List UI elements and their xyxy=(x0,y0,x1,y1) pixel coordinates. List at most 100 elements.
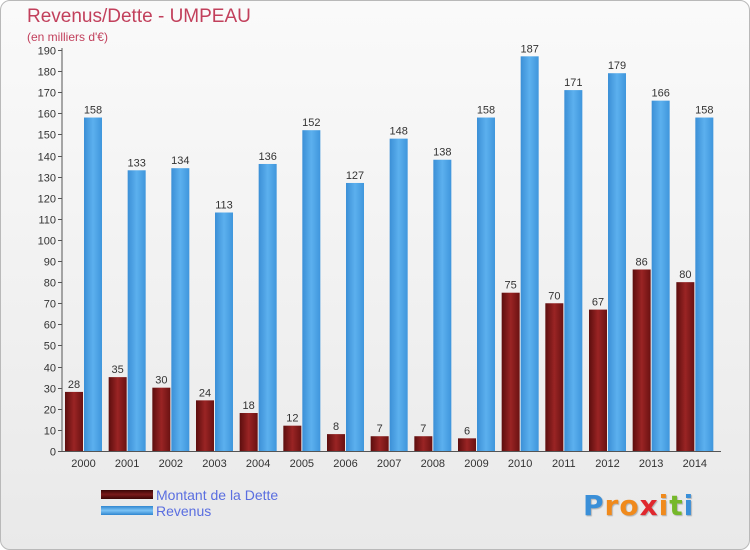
chart-title: Revenus/Dette - UMPEAU xyxy=(27,6,251,27)
data-label: 133 xyxy=(127,157,145,169)
bar-revenus xyxy=(302,130,321,451)
legend-label-dette: Montant de la Dette xyxy=(156,487,279,503)
y-tick-label: 170 xyxy=(38,88,56,100)
bar-revenus xyxy=(651,100,670,451)
data-label: 70 xyxy=(548,290,560,302)
bar-revenus xyxy=(695,117,714,452)
bar-revenus xyxy=(127,170,146,452)
x-tick-label: 2001 xyxy=(115,458,139,470)
bar-revenus xyxy=(346,182,364,451)
data-label: 28 xyxy=(68,379,80,391)
data-label: 138 xyxy=(433,147,451,159)
x-tick-label: 2013 xyxy=(639,458,663,470)
logo-letter: r xyxy=(604,489,620,522)
logo-letter: i xyxy=(683,489,695,522)
data-label: 67 xyxy=(592,297,604,309)
bar-revenus xyxy=(608,73,626,451)
logo-letter: o xyxy=(619,489,640,522)
y-tick-label: 40 xyxy=(44,363,56,375)
x-tick-label: 2002 xyxy=(159,458,183,470)
y-tick-label: 190 xyxy=(38,46,56,58)
y-tick-label: 100 xyxy=(38,236,56,248)
x-tick-label: 2011 xyxy=(552,458,576,470)
data-label: 158 xyxy=(477,105,495,117)
y-tick-label: 10 xyxy=(44,426,56,438)
data-label: 8 xyxy=(333,421,339,433)
x-tick-label: 2010 xyxy=(508,458,532,470)
data-label: 136 xyxy=(258,151,276,163)
bar-revenus xyxy=(215,212,233,451)
data-label: 6 xyxy=(464,425,470,437)
data-label: 18 xyxy=(243,400,255,412)
data-label: 127 xyxy=(346,170,364,182)
bar-dette xyxy=(589,309,607,451)
data-label: 158 xyxy=(84,105,102,117)
data-label: 158 xyxy=(695,105,713,117)
bar-dette xyxy=(545,303,564,451)
y-tick-label: 180 xyxy=(38,67,56,79)
data-label: 171 xyxy=(564,77,582,89)
logo-letter: i xyxy=(658,489,670,522)
chart-subtitle: (en milliers d'€) xyxy=(27,30,108,44)
bar-dette xyxy=(196,400,214,451)
y-tick-label: 140 xyxy=(38,152,56,164)
bar-revenus xyxy=(477,117,495,452)
x-tick-label: 2006 xyxy=(333,458,357,470)
x-tick-label: 2004 xyxy=(246,458,270,470)
bar-dette xyxy=(370,436,389,451)
bar-dette xyxy=(239,413,258,451)
bar-dette xyxy=(458,438,476,451)
y-tick-label: 70 xyxy=(44,299,56,311)
y-tick-label: 80 xyxy=(44,278,56,290)
bar-revenus xyxy=(433,159,452,451)
x-tick-label: 2003 xyxy=(202,458,226,470)
data-label: 187 xyxy=(520,43,538,55)
data-label: 24 xyxy=(199,387,211,399)
y-tick-label: 130 xyxy=(38,173,56,185)
x-tick-label: 2014 xyxy=(683,458,707,470)
bar-dette xyxy=(65,391,83,451)
y-tick-label: 60 xyxy=(44,320,56,332)
data-label: 86 xyxy=(636,256,648,268)
bar-dette xyxy=(414,436,433,451)
data-label: 7 xyxy=(377,423,383,435)
x-tick-label: 2009 xyxy=(464,458,488,470)
data-label: 80 xyxy=(679,269,691,281)
proxiti-logo: Proxiti xyxy=(583,489,694,522)
data-label: 12 xyxy=(286,413,298,425)
logo-letter: P xyxy=(583,489,605,522)
data-label: 148 xyxy=(389,126,407,138)
bar-revenus xyxy=(258,163,277,451)
data-label: 113 xyxy=(215,200,233,212)
logo-letter: x xyxy=(639,489,659,522)
bar-revenus xyxy=(520,56,539,452)
x-tick-label: 2012 xyxy=(595,458,619,470)
bar-dette xyxy=(501,292,520,451)
y-tick-label: 160 xyxy=(38,109,56,121)
legend-swatch-revenus xyxy=(101,506,153,515)
y-tick-label: 30 xyxy=(44,384,56,396)
bar-revenus xyxy=(84,117,102,452)
logo-letter: t xyxy=(669,489,684,522)
y-tick-label: 90 xyxy=(44,257,56,269)
bar-dette xyxy=(632,269,651,451)
bar-revenus xyxy=(564,90,583,451)
x-tick-label: 2000 xyxy=(71,458,95,470)
bar-dette xyxy=(283,425,302,451)
data-label: 75 xyxy=(505,280,517,292)
data-label: 179 xyxy=(608,60,626,72)
data-label: 35 xyxy=(112,364,124,376)
y-tick-label: 110 xyxy=(38,215,56,227)
bar-revenus xyxy=(171,168,190,452)
data-label: 152 xyxy=(302,117,320,129)
bar-dette xyxy=(327,434,345,451)
bar-dette xyxy=(108,377,127,451)
data-label: 30 xyxy=(155,375,167,387)
y-tick-label: 150 xyxy=(38,130,56,142)
x-tick-label: 2007 xyxy=(377,458,401,470)
y-tick-label: 120 xyxy=(38,194,56,206)
bar-dette xyxy=(676,282,695,451)
y-tick-label: 0 xyxy=(50,447,56,459)
